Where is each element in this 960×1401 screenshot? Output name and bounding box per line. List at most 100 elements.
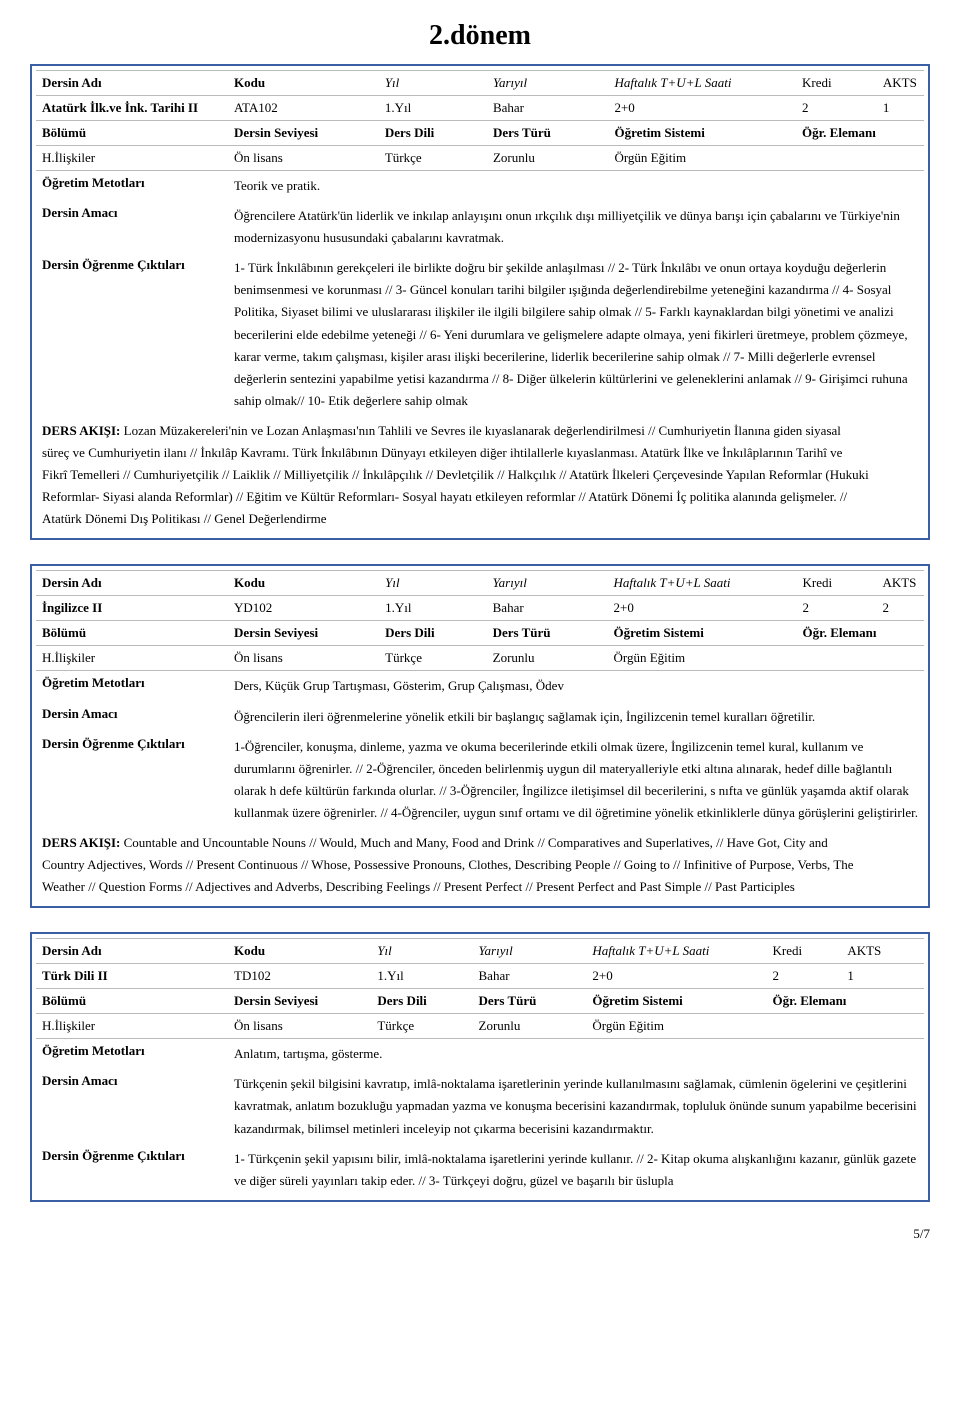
label-metot: Öğretim Metotları (36, 1039, 228, 1070)
label-turu: Ders Türü (473, 989, 587, 1014)
course-system: Örgün Eğitim (586, 1014, 766, 1039)
label-amac: Dersin Amacı (36, 201, 228, 253)
label-amac: Dersin Amacı (36, 702, 228, 732)
label-yil: Yıl (379, 71, 487, 96)
label-eleman: Öğr. Elemanı (767, 989, 925, 1014)
course-box: Dersin Adı Kodu Yıl Yarıyıl Haftalık T+U… (30, 64, 930, 540)
label-metot: Öğretim Metotları (36, 671, 228, 702)
course-dept: H.İlişkiler (36, 646, 228, 671)
label-seviye: Dersin Seviyesi (228, 121, 379, 146)
label-sistem: Öğretim Sistemi (586, 989, 766, 1014)
course-methods: Ders, Küçük Grup Tartışması, Gösterim, G… (228, 671, 924, 702)
course-level: Ön lisans (228, 646, 379, 671)
course-outcomes: 1- Türkçenin şekil yapısını bilir, imlâ-… (228, 1144, 924, 1196)
course-year: 1.Yıl (379, 96, 487, 121)
label-seviye: Dersin Seviyesi (228, 621, 379, 646)
label-dili: Ders Dili (371, 989, 472, 1014)
label-yil: Yıl (371, 939, 472, 964)
label-dersin-adi: Dersin Adı (36, 71, 228, 96)
label-bolumu: Bölümü (36, 121, 228, 146)
course-semester: Bahar (487, 596, 608, 621)
label-cikti: Dersin Öğrenme Çıktıları (36, 1144, 228, 1196)
label-yariyil: Yarıyıl (487, 571, 608, 596)
label-dili: Ders Dili (379, 121, 487, 146)
course-outcomes: 1-Öğrenciler, konuşma, dinleme, yazma ve… (228, 732, 924, 828)
label-yil: Yıl (379, 571, 486, 596)
label-haftalik: Haftalık T+U+L Saati (608, 71, 796, 96)
course-code: TD102 (228, 964, 371, 989)
label-kredi: Kredi (796, 71, 877, 96)
course-lang: Türkçe (379, 646, 486, 671)
label-turu: Ders Türü (487, 121, 609, 146)
course-purpose: Öğrencilerin ileri öğrenmelerine yönelik… (228, 702, 924, 732)
course-type: Zorunlu (487, 146, 609, 171)
label-kodu: Kodu (228, 71, 379, 96)
label-seviye: Dersin Seviyesi (228, 989, 371, 1014)
label-dili: Ders Dili (379, 621, 486, 646)
course-level: Ön lisans (228, 1014, 371, 1039)
course-name: İngilizce II (36, 596, 228, 621)
label-amac: Dersin Amacı (36, 1069, 228, 1143)
label-kodu: Kodu (228, 571, 379, 596)
label-akts: AKTS (841, 939, 924, 964)
course-hours: 2+0 (586, 964, 766, 989)
course-name: Atatürk İlk.ve İnk. Tarihi II (36, 96, 228, 121)
course-credit: 2 (797, 596, 877, 621)
course-credit: 2 (796, 96, 877, 121)
course-type: Zorunlu (473, 1014, 587, 1039)
course-semester: Bahar (473, 964, 587, 989)
course-hours: 2+0 (608, 96, 796, 121)
course-type: Zorunlu (487, 646, 608, 671)
label-yariyil: Yarıyıl (473, 939, 587, 964)
course-level: Ön lisans (228, 146, 379, 171)
course-code: ATA102 (228, 96, 379, 121)
course-instructor (797, 646, 924, 671)
course-name: Türk Dili II (36, 964, 228, 989)
label-kredi: Kredi (797, 571, 877, 596)
label-akts: AKTS (876, 571, 924, 596)
course-purpose: Türkçenin şekil bilgisini kavratıp, imlâ… (228, 1069, 924, 1143)
label-sistem: Öğretim Sistemi (608, 621, 797, 646)
label-eleman: Öğr. Elemanı (796, 121, 924, 146)
course-semester: Bahar (487, 96, 609, 121)
page-title: 2.dönem (30, 20, 930, 52)
course-credit: 2 (767, 964, 842, 989)
label-metot: Öğretim Metotları (36, 171, 228, 202)
course-dept: H.İlişkiler (36, 146, 228, 171)
course-outcomes: 1- Türk İnkılâbının gerekçeleri ile birl… (228, 253, 924, 416)
course-instructor (767, 1014, 925, 1039)
course-purpose: Öğrencilere Atatürk'ün liderlik ve inkıl… (228, 201, 924, 253)
course-box: Dersin Adı Kodu Yıl Yarıyıl Haftalık T+U… (30, 932, 930, 1202)
course-system: Örgün Eğitim (608, 146, 796, 171)
course-akts: 2 (876, 596, 924, 621)
course-methods: Teorik ve pratik. (228, 171, 924, 202)
page-number: 5/7 (30, 1226, 930, 1242)
course-year: 1.Yıl (379, 596, 486, 621)
course-akts: 1 (841, 964, 924, 989)
label-kredi: Kredi (767, 939, 842, 964)
label-bolumu: Bölümü (36, 989, 228, 1014)
label-haftalik: Haftalık T+U+L Saati (608, 571, 797, 596)
course-system: Örgün Eğitim (608, 646, 797, 671)
label-eleman: Öğr. Elemanı (797, 621, 924, 646)
label-sistem: Öğretim Sistemi (608, 121, 796, 146)
course-flow: DERS AKIŞI: Lozan Müzakereleri'nin ve Lo… (36, 416, 877, 534)
course-hours: 2+0 (608, 596, 797, 621)
label-dersin-adi: Dersin Adı (36, 939, 228, 964)
label-kodu: Kodu (228, 939, 371, 964)
course-year: 1.Yıl (371, 964, 472, 989)
label-dersin-adi: Dersin Adı (36, 571, 228, 596)
course-instructor (796, 146, 924, 171)
label-haftalik: Haftalık T+U+L Saati (586, 939, 766, 964)
label-turu: Ders Türü (487, 621, 608, 646)
course-lang: Türkçe (379, 146, 487, 171)
course-flow: DERS AKIŞI: Countable and Uncountable No… (36, 828, 876, 902)
course-akts: 1 (877, 96, 924, 121)
course-box: Dersin Adı Kodu Yıl Yarıyıl Haftalık T+U… (30, 564, 930, 908)
label-cikti: Dersin Öğrenme Çıktıları (36, 253, 228, 416)
course-code: YD102 (228, 596, 379, 621)
label-bolumu: Bölümü (36, 621, 228, 646)
label-yariyil: Yarıyıl (487, 71, 609, 96)
label-akts: AKTS (877, 71, 924, 96)
course-dept: H.İlişkiler (36, 1014, 228, 1039)
